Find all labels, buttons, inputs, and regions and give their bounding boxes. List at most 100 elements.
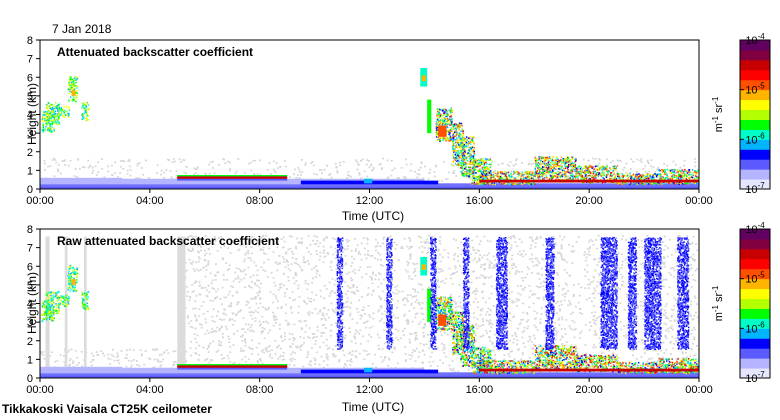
noise-speckle — [202, 301, 205, 303]
precip-pixel — [455, 127, 457, 129]
cloud-pixel — [533, 176, 535, 178]
cloud-pixel — [496, 173, 499, 175]
cloud-pixel — [516, 173, 518, 175]
cloud-pixel — [600, 173, 603, 176]
noise-speckle — [172, 364, 175, 367]
cloud-pixel — [577, 168, 579, 171]
cloud-pixel — [73, 77, 76, 80]
precip-pixel — [474, 168, 476, 171]
cloud-pixel — [656, 183, 659, 185]
noise-speckle — [63, 160, 66, 163]
noise-speckle — [350, 249, 353, 252]
cloud-pixel — [696, 183, 698, 185]
precip-pixel — [471, 140, 474, 142]
noise-speckle — [443, 348, 446, 350]
noise-speckle — [331, 290, 334, 292]
noise-speckle — [366, 294, 369, 296]
cloud-pixel — [694, 173, 696, 175]
cloud-pixel — [43, 114, 45, 116]
noise-speckle — [474, 252, 477, 255]
cloud-pixel — [66, 110, 68, 113]
noise-speckle — [367, 292, 370, 295]
noise-speckle — [138, 162, 141, 164]
cloud-pixel — [608, 170, 610, 172]
cloud-pixel — [54, 106, 57, 108]
precip-pixel — [448, 129, 450, 132]
cloud-pixel — [679, 178, 681, 180]
noise-speckle — [420, 162, 423, 165]
noise-speckle — [285, 312, 287, 315]
cloud-pixel — [484, 182, 487, 184]
noise-speckle — [87, 166, 90, 169]
precip-pixel — [482, 159, 484, 162]
cloud-pixel — [590, 166, 592, 169]
noise-speckle — [458, 284, 461, 286]
precip-pixel — [458, 144, 461, 146]
noise-speckle — [171, 161, 174, 163]
precip-pixel — [475, 158, 477, 161]
cloud-pixel — [558, 167, 560, 170]
noise-speckle — [598, 162, 601, 165]
cloud-pixel — [670, 182, 672, 184]
precip-pixel — [449, 134, 451, 136]
noise-speckle — [191, 236, 194, 238]
y-tick-label: 2 — [27, 147, 33, 159]
cloud-pixel — [68, 106, 70, 108]
cloud-pixel — [669, 171, 671, 173]
noise-speckle — [351, 270, 354, 273]
noise-speckle — [285, 260, 288, 263]
cloud-pixel — [53, 127, 55, 130]
cloud-pixel — [50, 128, 53, 131]
cloud-pixel — [45, 123, 47, 126]
cloud-pixel — [44, 128, 46, 130]
precip-pixel — [486, 168, 489, 171]
precip-pixel — [435, 136, 438, 138]
noise-speckle — [226, 241, 229, 244]
cloud-pixel — [652, 178, 654, 180]
noise-speckle — [309, 253, 312, 256]
cloud-pixel — [561, 175, 563, 178]
precip-pixel — [485, 175, 488, 177]
noise-speckle — [370, 164, 373, 167]
cloud-pixel — [547, 168, 549, 171]
noise-speckle — [315, 272, 318, 275]
precip-pixel — [440, 136, 442, 139]
cloud-pixel — [634, 174, 637, 176]
noise-speckle — [410, 304, 413, 306]
cloud-pixel — [486, 181, 489, 184]
precip-pixel — [469, 171, 471, 174]
noise-speckle — [502, 293, 505, 296]
noise-speckle — [558, 308, 561, 311]
noise-speckle — [54, 360, 57, 363]
noise-speckle — [403, 237, 406, 240]
noise-speckle — [543, 356, 546, 358]
noise-speckle — [584, 251, 587, 254]
cloud-pixel — [534, 171, 536, 173]
precip-pixel — [459, 144, 462, 147]
cloud-pixel — [577, 178, 579, 180]
cloud-pixel — [549, 165, 552, 168]
cloud-pixel — [649, 182, 651, 184]
cloud-pixel — [535, 178, 537, 180]
noise-speckle — [357, 290, 360, 292]
noise-speckle — [599, 345, 602, 348]
noise-speckle — [555, 302, 558, 304]
noise-speckle — [273, 170, 276, 173]
noise-speckle — [605, 164, 608, 166]
noise-speckle — [411, 320, 414, 323]
noise-speckle — [43, 160, 46, 162]
noise-speckle — [438, 179, 441, 182]
noise-speckle — [173, 361, 176, 363]
noise-speckle — [567, 175, 570, 178]
noise-speckle — [267, 345, 270, 348]
precip-pixel — [483, 169, 485, 172]
noise-speckle — [623, 166, 626, 169]
cloud-pixel — [534, 183, 536, 185]
precip-pixel — [454, 139, 456, 141]
precip-pixel — [450, 137, 452, 139]
precip-pixel — [488, 159, 490, 161]
cloud-pixel — [570, 163, 573, 165]
cloud-pixel — [582, 176, 584, 178]
noise-speckle — [672, 309, 675, 311]
noise-speckle — [585, 352, 587, 355]
